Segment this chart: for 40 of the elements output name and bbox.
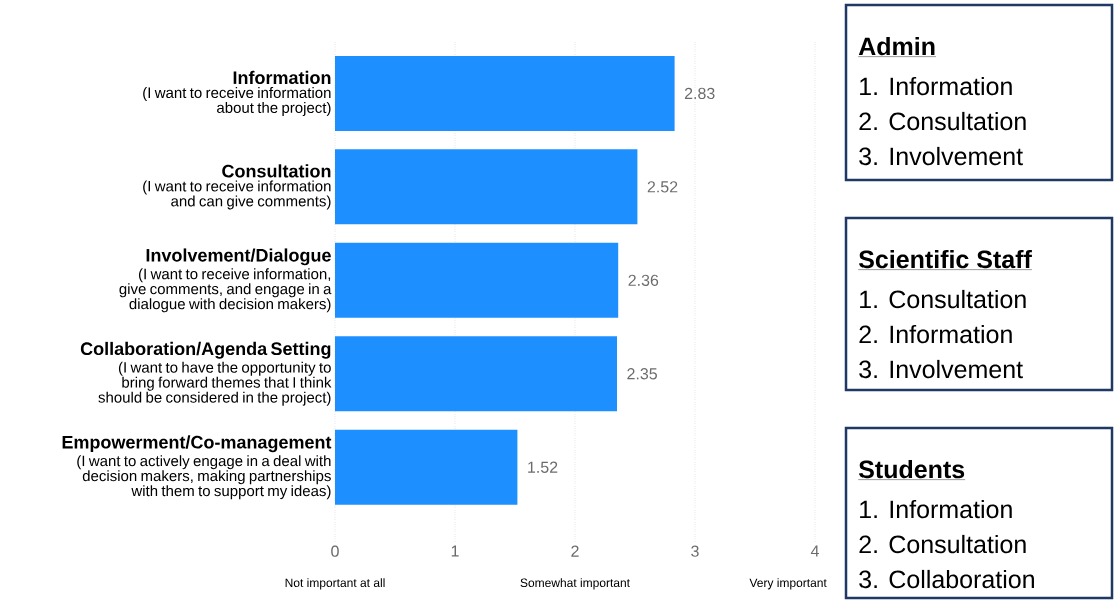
text: 2. Consultation [859, 111, 1026, 131]
text: (I want to receive information, give comments, and engage in a dialogue with decision makers) [119, 268, 332, 313]
bar [335, 149, 638, 225]
text: Not important at all [285, 578, 385, 590]
text: 2. Consultation [859, 534, 1026, 554]
text: 2. Information [859, 324, 1012, 344]
data-label: 2.52 [647, 181, 678, 193]
data-label: 2.83 [684, 87, 715, 100]
text: (I want to have the opportunity to bring forward themes that I think should be considered in the project) [98, 361, 332, 406]
bar [335, 242, 619, 318]
text: 1. Information [860, 76, 1012, 96]
text: (I want to receive information and can give comments) [143, 180, 331, 210]
x-tick-label: 0 [331, 545, 339, 557]
y-tick-label: Collaboration/Agenda Setting [80, 341, 331, 359]
x-tick-label: 3 [691, 545, 699, 557]
y-tick-label: Consultation [222, 164, 331, 178]
text: Very important [749, 578, 827, 590]
text: 3. Involvement [859, 146, 1023, 166]
data-label: 2.35 [627, 368, 657, 380]
text: Admin [858, 36, 935, 56]
y-tick-label: Empowerment/Co-management [62, 435, 332, 453]
text: (I want to actively engage in a deal with decision makers, making partnerships with them to support my ideas) [77, 455, 331, 500]
text: Somewhat important [520, 578, 630, 590]
y-tick-label: Information [233, 70, 331, 85]
text: 3. Collaboration [859, 569, 1034, 589]
text: Scientific Staff [858, 249, 1032, 269]
data-label: 1.52 [528, 461, 558, 473]
text: 1. Information [860, 499, 1012, 519]
bar [335, 55, 675, 131]
data-label: 2.36 [628, 274, 659, 286]
text: 1. Consultation [860, 289, 1026, 309]
text: Students [858, 459, 965, 479]
x-tick-label: 2 [571, 545, 579, 557]
x-tick-label: 4 [810, 545, 819, 557]
text: (I want to receive information about the project) [143, 87, 331, 116]
bar [335, 336, 618, 412]
y-tick-label: Involvement/Dialogue [146, 248, 331, 266]
x-tick-label: 1 [451, 545, 459, 557]
text: 3. Involvement [859, 359, 1023, 379]
bar [335, 429, 518, 505]
